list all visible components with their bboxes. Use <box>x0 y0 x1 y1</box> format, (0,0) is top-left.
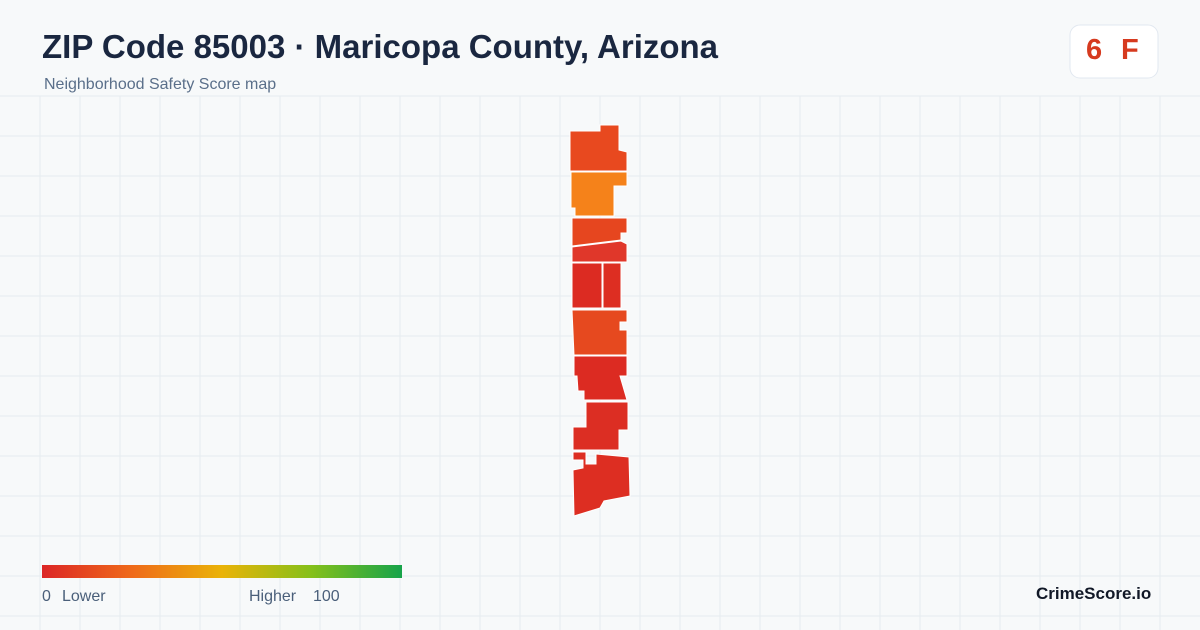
tract <box>602 262 622 309</box>
score-badge <box>1069 24 1159 79</box>
tract <box>572 401 629 451</box>
tract <box>570 171 628 217</box>
title: ZIP Code 85003 · Maricopa County, Arizon… <box>42 28 719 65</box>
tract <box>571 262 603 309</box>
tract <box>572 451 631 517</box>
legend-max-label: Higher <box>249 588 297 605</box>
score-grade: F <box>1121 34 1139 66</box>
tract <box>571 309 628 356</box>
legend-min: 0 <box>42 588 51 605</box>
tract <box>569 124 628 172</box>
subtitle: Neighborhood Safety Score map <box>44 76 277 93</box>
brand: CrimeScore.io <box>1036 584 1152 603</box>
score-value: 6 <box>1086 34 1103 66</box>
legend-max: 100 <box>313 588 340 605</box>
tract <box>573 355 628 401</box>
tract <box>571 217 628 247</box>
grid <box>0 95 1200 630</box>
tract <box>571 240 628 263</box>
zip-area <box>569 124 631 517</box>
legend-gradient <box>42 565 402 578</box>
legend-min-label: Lower <box>62 588 106 605</box>
